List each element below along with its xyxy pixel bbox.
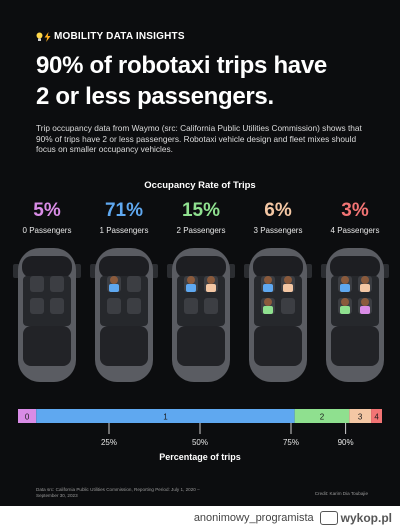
headline-line-1: 90% of robotaxi trips have <box>36 52 327 79</box>
car-2 <box>167 248 235 382</box>
stat-percentage: 3% <box>341 200 369 221</box>
passenger-head <box>110 276 118 284</box>
stat-label: 3 Passengers <box>253 226 303 235</box>
wykop-logo-icon[interactable]: wykop.pl <box>319 511 392 525</box>
car-windshield <box>253 256 303 278</box>
tick-label: 25% <box>101 438 117 447</box>
car-3 <box>244 248 312 382</box>
lightning-icon <box>44 31 51 42</box>
car-rear-glass <box>331 326 379 366</box>
stat-percentage: 15% <box>181 200 221 221</box>
wykop-logo-text: wykop.pl <box>340 511 392 525</box>
car-seat <box>184 298 198 314</box>
car-seat <box>127 276 141 292</box>
passenger-body <box>360 306 370 314</box>
stat-percentage: 71% <box>104 200 144 221</box>
car-windshield <box>22 256 72 278</box>
car-seat <box>50 298 64 314</box>
source-line-1: Data src: California Public Utilities Co… <box>36 487 200 492</box>
bar-segment-0 <box>18 409 37 423</box>
passenger-body <box>263 306 273 314</box>
passenger-body <box>186 284 196 292</box>
tagline: MOBILITY DATA INSIGHTS <box>36 31 185 42</box>
car-seat <box>30 298 44 314</box>
passenger-body <box>360 284 370 292</box>
stat-3: 6% 3 Passengers <box>238 200 318 235</box>
car-windshield <box>99 256 149 278</box>
car-seat <box>50 276 64 292</box>
bar-segment-4 <box>371 409 382 423</box>
passenger-head <box>187 276 195 284</box>
passenger-body <box>263 284 273 292</box>
wykop-logo-box <box>319 511 338 525</box>
car-0 <box>13 248 81 382</box>
passenger-body <box>283 284 293 292</box>
headline-line-2: 2 or less passengers. <box>36 83 274 110</box>
car-windshield <box>176 256 226 278</box>
headline: 90% of robotaxi trips have 2 or less pas… <box>36 50 376 112</box>
car-rear-glass <box>254 326 302 366</box>
stat-1: 71% 1 Passengers <box>84 200 164 235</box>
bar-segment-label: 4 <box>374 413 379 422</box>
bar-segment-3 <box>349 409 372 423</box>
tagline-icons <box>36 31 51 42</box>
car-4 <box>321 248 389 382</box>
stat-0: 5% 0 Passengers <box>7 200 87 235</box>
passenger-head <box>341 298 349 306</box>
passenger-body <box>340 284 350 292</box>
bar-segment-1 <box>36 409 295 423</box>
passenger-body <box>340 306 350 314</box>
passenger-head <box>284 276 292 284</box>
passenger-head <box>207 276 215 284</box>
watermark-bar: anonimowy_programista wykop.pl <box>0 506 400 530</box>
stat-label: 0 Passengers <box>22 226 72 235</box>
car-rear-glass <box>100 326 148 366</box>
stat-percentage: 6% <box>264 200 292 221</box>
bar-segment-label: 3 <box>358 413 363 422</box>
car-seat <box>281 298 295 314</box>
bar-segment-label: 1 <box>163 413 168 422</box>
bar-segment-label: 2 <box>320 413 325 422</box>
stat-percentage: 5% <box>33 200 61 221</box>
watermark-user[interactable]: anonimowy_programista <box>193 512 314 524</box>
stat-2: 15% 2 Passengers <box>161 200 241 235</box>
passenger-body <box>206 284 216 292</box>
car-seat <box>30 276 44 292</box>
stacked-bar-chart: 0 1 2 3 4 25% 50% 75% 90% <box>18 409 382 447</box>
lightbulb-icon <box>36 32 43 41</box>
passenger-head <box>361 276 369 284</box>
tagline-text: MOBILITY DATA INSIGHTS <box>54 31 185 42</box>
passenger-head <box>264 298 272 306</box>
car-illustrations <box>13 248 389 382</box>
chart-title: Occupancy Rate of Trips <box>144 180 256 191</box>
x-axis-title: Percentage of trips <box>159 452 241 462</box>
car-seat <box>127 298 141 314</box>
tick-label: 50% <box>192 438 208 447</box>
passenger-head <box>361 298 369 306</box>
tick-label: 90% <box>338 438 354 447</box>
source-line-2: September 30, 2023 <box>36 493 78 498</box>
car-windshield <box>330 256 380 278</box>
stat-label: 1 Passengers <box>99 226 149 235</box>
bar-segment-2 <box>294 409 350 423</box>
bar-segment-label: 0 <box>25 413 30 422</box>
stat-4: 3% 4 Passengers <box>315 200 395 235</box>
car-rear-glass <box>177 326 225 366</box>
credit: Credit: Karim Dia Toubajie <box>314 491 368 496</box>
infographic: MOBILITY DATA INSIGHTS 90% of robotaxi t… <box>0 0 400 506</box>
stat-label: 4 Passengers <box>330 226 380 235</box>
car-1 <box>90 248 158 382</box>
car-rear-glass <box>23 326 71 366</box>
source-note: Data src: California Public Utilities Co… <box>36 487 226 499</box>
stat-label: 2 Passengers <box>176 226 226 235</box>
passenger-head <box>341 276 349 284</box>
passenger-head <box>264 276 272 284</box>
car-seat <box>107 298 121 314</box>
intro-text: Trip occupancy data from Waymo (src: Cal… <box>36 123 362 154</box>
passenger-body <box>109 284 119 292</box>
tick-label: 75% <box>283 438 299 447</box>
car-seat <box>204 298 218 314</box>
